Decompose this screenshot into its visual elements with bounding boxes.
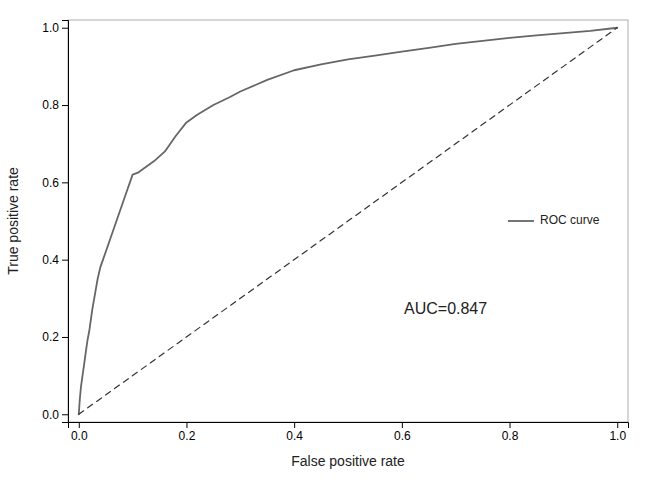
axis-line: [62, 21, 69, 423]
tick: 0.2: [179, 422, 196, 443]
tick-mark: [62, 260, 68, 261]
x-axis-title: False positive rate: [291, 453, 405, 469]
tick-label: 1.0: [609, 429, 626, 443]
tick: 0.6: [42, 176, 68, 190]
axis-line: [69, 423, 629, 429]
plot-frame: [68, 20, 628, 422]
tick: 0.0: [42, 408, 68, 422]
tick-label: 0.8: [42, 98, 59, 112]
chart: 0.0 0.2 0.4 0.6 0.8 1.0 0.0 0.2 0.4 0.6 0.8 1.0 Fals…: [0, 0, 650, 480]
tick: 0.4: [42, 253, 68, 267]
tick: 1.0: [42, 21, 68, 35]
tick-label: 0.4: [42, 253, 59, 267]
annotation: AUC=0.847: [404, 300, 487, 317]
series-line: [79, 28, 617, 415]
tick: 0.0: [71, 422, 88, 443]
tick-label: 0.4: [286, 429, 303, 443]
tick-label: 1.0: [42, 21, 59, 35]
tick-mark: [510, 422, 511, 428]
y-axis-title: True positive rate: [5, 167, 21, 275]
tick-mark: [617, 422, 618, 428]
tick-mark: [62, 337, 68, 338]
plot: 0.0 0.2 0.4 0.6 0.8 1.0 0.0 0.2 0.4 0.6 0.8 1.0 Fals…: [5, 20, 629, 469]
tick: 0.8: [502, 422, 519, 443]
tick-label: 0.6: [394, 429, 411, 443]
tick-label: 0.0: [71, 429, 88, 443]
legend: ROC curve: [508, 213, 600, 227]
tick-mark: [79, 422, 80, 428]
tick-mark: [62, 182, 68, 183]
x-axis: 0.0 0.2 0.4 0.6 0.8 1.0: [69, 422, 629, 443]
tick-label: 0.0: [42, 408, 59, 422]
legend-label: ROC curve: [540, 213, 600, 227]
legend-swatch: [508, 220, 534, 222]
tick-mark: [62, 105, 68, 106]
y-axis: 0.0 0.2 0.4 0.6 0.8 1.0: [42, 21, 68, 423]
tick-mark: [62, 414, 68, 415]
tick: 0.4: [286, 422, 303, 443]
tick: 0.2: [42, 330, 68, 344]
tick: 0.6: [394, 422, 411, 443]
tick-label: 0.8: [502, 429, 519, 443]
tick-mark: [402, 422, 403, 428]
tick-mark: [186, 422, 187, 428]
series-group: [79, 28, 617, 415]
tick-label: 0.2: [179, 429, 196, 443]
tick-mark: [294, 422, 295, 428]
tick: 1.0: [609, 422, 626, 443]
tick-label: 0.2: [42, 330, 59, 344]
legend-item: ROC curve: [508, 213, 600, 227]
tick: 0.8: [42, 98, 68, 112]
tick-label: 0.6: [42, 176, 59, 190]
tick-mark: [62, 28, 68, 29]
reference-line: [79, 28, 617, 415]
